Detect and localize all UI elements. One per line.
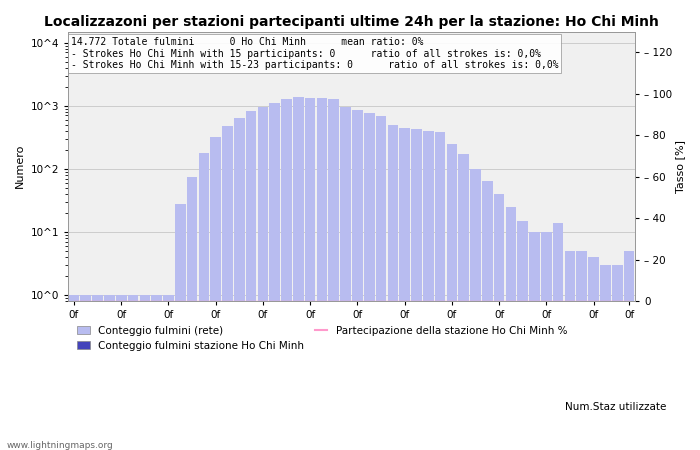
Bar bbox=[175, 203, 186, 450]
Bar bbox=[529, 232, 540, 450]
Bar bbox=[92, 295, 103, 450]
Bar bbox=[281, 99, 292, 450]
Bar bbox=[541, 232, 552, 450]
Bar bbox=[494, 194, 505, 450]
Bar bbox=[553, 223, 564, 450]
Legend: Conteggio fulmini (rete), Conteggio fulmini stazione Ho Chi Minh, Partecipazione: Conteggio fulmini (rete), Conteggio fulm… bbox=[74, 321, 571, 355]
Y-axis label: Tasso [%]: Tasso [%] bbox=[675, 140, 685, 193]
Bar bbox=[612, 265, 622, 450]
Bar bbox=[388, 125, 398, 450]
Bar bbox=[600, 265, 610, 450]
Bar bbox=[577, 251, 587, 450]
Bar bbox=[505, 207, 517, 450]
Bar bbox=[69, 295, 79, 450]
Bar bbox=[293, 98, 304, 450]
Bar bbox=[458, 154, 469, 450]
Text: Num.Staz utilizzate: Num.Staz utilizzate bbox=[566, 402, 666, 412]
Bar bbox=[470, 169, 481, 450]
Bar bbox=[270, 103, 280, 450]
Bar bbox=[305, 98, 316, 450]
Bar bbox=[588, 257, 599, 450]
Bar bbox=[104, 295, 115, 450]
Bar bbox=[340, 107, 351, 450]
Text: www.lightningmaps.org: www.lightningmaps.org bbox=[7, 441, 113, 450]
Bar bbox=[139, 295, 150, 450]
Bar bbox=[116, 295, 127, 450]
Bar bbox=[246, 111, 256, 450]
Bar bbox=[517, 220, 528, 450]
Bar bbox=[411, 130, 422, 450]
Bar bbox=[435, 132, 445, 450]
Bar bbox=[423, 131, 433, 450]
Bar bbox=[565, 251, 575, 450]
Bar bbox=[151, 295, 162, 450]
Bar bbox=[258, 107, 268, 450]
Bar bbox=[482, 180, 493, 450]
Bar bbox=[316, 98, 328, 450]
Bar bbox=[399, 128, 410, 450]
Bar bbox=[199, 153, 209, 450]
Bar bbox=[80, 295, 91, 450]
Bar bbox=[447, 144, 457, 450]
Bar bbox=[364, 112, 374, 450]
Bar bbox=[376, 116, 386, 450]
Title: Localizzazoni per stazioni partecipanti ultime 24h per la stazione: Ho Chi Minh: Localizzazoni per stazioni partecipanti … bbox=[44, 15, 659, 29]
Y-axis label: Numero: Numero bbox=[15, 144, 25, 189]
Bar bbox=[163, 295, 174, 450]
Text: 14.772 Totale fulmini      0 Ho Chi Minh      mean ratio: 0%
- Strokes Ho Chi Mi: 14.772 Totale fulmini 0 Ho Chi Minh mean… bbox=[71, 37, 559, 70]
Bar bbox=[222, 126, 233, 450]
Bar bbox=[328, 99, 339, 450]
Bar bbox=[127, 295, 139, 450]
Bar bbox=[624, 251, 634, 450]
Bar bbox=[211, 137, 221, 450]
Bar bbox=[234, 118, 244, 450]
Bar bbox=[352, 109, 363, 450]
Bar bbox=[187, 177, 197, 450]
